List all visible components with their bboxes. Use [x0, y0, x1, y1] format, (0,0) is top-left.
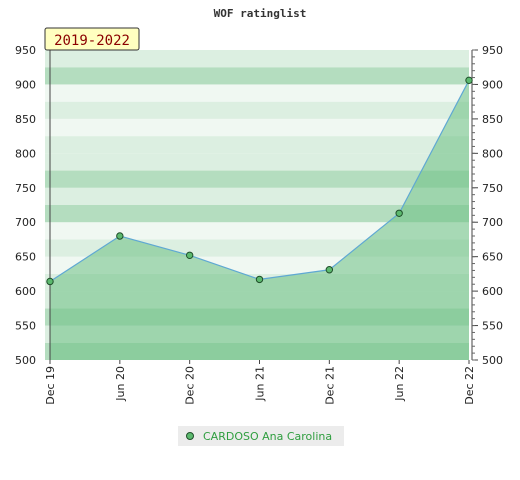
background-band	[45, 153, 469, 171]
legend-box	[178, 426, 344, 446]
data-point	[185, 251, 194, 259]
background-band	[45, 136, 469, 154]
y-tick-label-right: 650	[482, 251, 503, 264]
x-tick-label: Jun 21	[254, 366, 267, 402]
data-point	[395, 209, 403, 217]
x-tick-label: Jun 22	[393, 366, 406, 402]
x-tick-label: Dec 19	[44, 366, 57, 405]
data-point	[116, 232, 124, 240]
background-band	[45, 187, 469, 205]
y-tick-label-left: 900	[15, 78, 36, 91]
x-tick-label: Dec 21	[323, 366, 336, 405]
y-tick-label-left: 500	[15, 354, 36, 367]
background-band	[45, 101, 469, 119]
data-point	[465, 76, 473, 85]
background-band	[45, 50, 469, 68]
legend-label: CARDOSO Ana Carolina	[203, 430, 332, 443]
x-tick-label: Dec 20	[184, 366, 197, 405]
y-tick-label-right: 700	[482, 216, 503, 229]
chart-title: WOF ratinglist	[214, 7, 307, 20]
markers-layer	[46, 76, 473, 286]
period-badge: 2019-2022	[44, 27, 140, 51]
y-tick-label-right: 950	[482, 44, 503, 57]
legend: CARDOSO Ana Carolina	[178, 426, 344, 446]
y-tick-label-left: 950	[15, 44, 36, 57]
y-tick-label-right: 850	[482, 113, 503, 126]
data-point	[325, 266, 334, 274]
y-tick-label-left: 600	[15, 285, 36, 298]
period-badge-box	[44, 27, 140, 51]
y-tick-label-left: 750	[15, 182, 36, 195]
period-label: 2019-2022	[54, 33, 130, 49]
y-tick-label-left: 650	[15, 251, 36, 264]
background-band	[45, 67, 469, 85]
y-tick-label-left: 700	[15, 216, 36, 229]
axes: 500 500 550 550 600 600 650 650 700 700 750 750 800 8…	[15, 44, 503, 405]
background-band	[45, 170, 469, 188]
background-band	[45, 84, 469, 102]
y-tick-label-right: 550	[482, 320, 503, 333]
y-tick-label-left: 800	[15, 147, 36, 160]
background-band	[45, 205, 469, 223]
data-point	[255, 275, 264, 284]
y-tick-label-right: 750	[482, 182, 503, 195]
x-tick-label: Dec 22	[463, 366, 476, 405]
background-band	[45, 222, 469, 240]
x-tick-label: Jun 20	[114, 366, 127, 402]
series-area	[50, 80, 469, 361]
data-point	[46, 277, 54, 286]
background-band	[45, 118, 469, 137]
y-tick-label-right: 800	[482, 147, 503, 160]
y-tick-label-left: 850	[15, 113, 36, 126]
y-tick-label-right: 900	[482, 78, 503, 91]
y-tick-label-left: 550	[15, 320, 36, 333]
y-tick-label-right: 600	[482, 285, 503, 298]
y-tick-label-right: 500	[482, 354, 503, 367]
legend-marker	[186, 432, 194, 440]
